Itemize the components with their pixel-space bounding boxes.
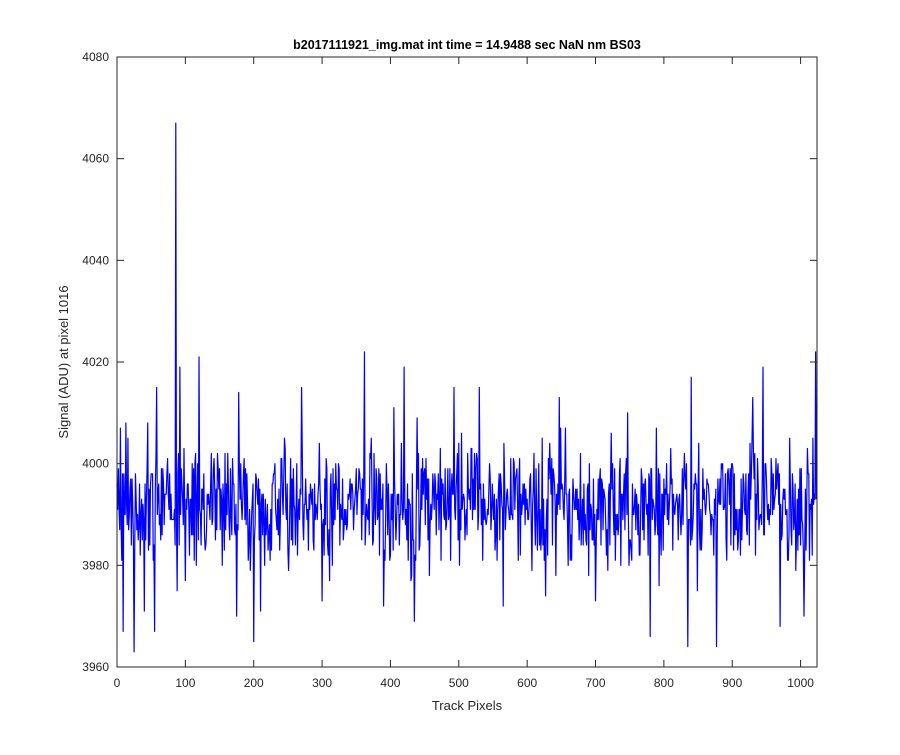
x-tick-label: 1000 bbox=[787, 676, 814, 690]
x-tick-label: 700 bbox=[586, 676, 606, 690]
y-tick-label: 4000 bbox=[82, 457, 109, 471]
y-tick-label: 3960 bbox=[82, 660, 109, 674]
x-tick-label: 300 bbox=[312, 676, 332, 690]
x-axis-label: Track Pixels bbox=[432, 698, 503, 713]
signal-series-line bbox=[116, 122, 817, 653]
x-tick-label: 600 bbox=[517, 676, 537, 690]
ticks-layer: 0 100 200 300 400 500 600 700 800 900 1000 3960 3980… bbox=[82, 50, 817, 690]
series-layer bbox=[116, 122, 817, 653]
chart-title: b2017111921_img.mat int time = 14.9488 s… bbox=[293, 38, 641, 52]
plot-area bbox=[117, 57, 817, 667]
x-tick-label: 500 bbox=[449, 676, 469, 690]
x-tick-label: 400 bbox=[380, 676, 400, 690]
x-tick-label: 200 bbox=[244, 676, 264, 690]
y-tick-label: 4080 bbox=[82, 50, 109, 64]
x-tick-label: 100 bbox=[175, 676, 195, 690]
y-tick-label: 4060 bbox=[82, 152, 109, 166]
x-tick-label: 900 bbox=[722, 676, 742, 690]
y-axis-label: Signal (ADU) at pixel 1016 bbox=[56, 285, 71, 438]
y-tick-label: 4020 bbox=[82, 355, 109, 369]
x-tick-label: 0 bbox=[114, 676, 121, 690]
x-tick-label: 800 bbox=[654, 676, 674, 690]
y-tick-label: 3980 bbox=[82, 558, 109, 572]
axes-box bbox=[116, 56, 818, 668]
y-tick-label: 4040 bbox=[82, 253, 109, 267]
